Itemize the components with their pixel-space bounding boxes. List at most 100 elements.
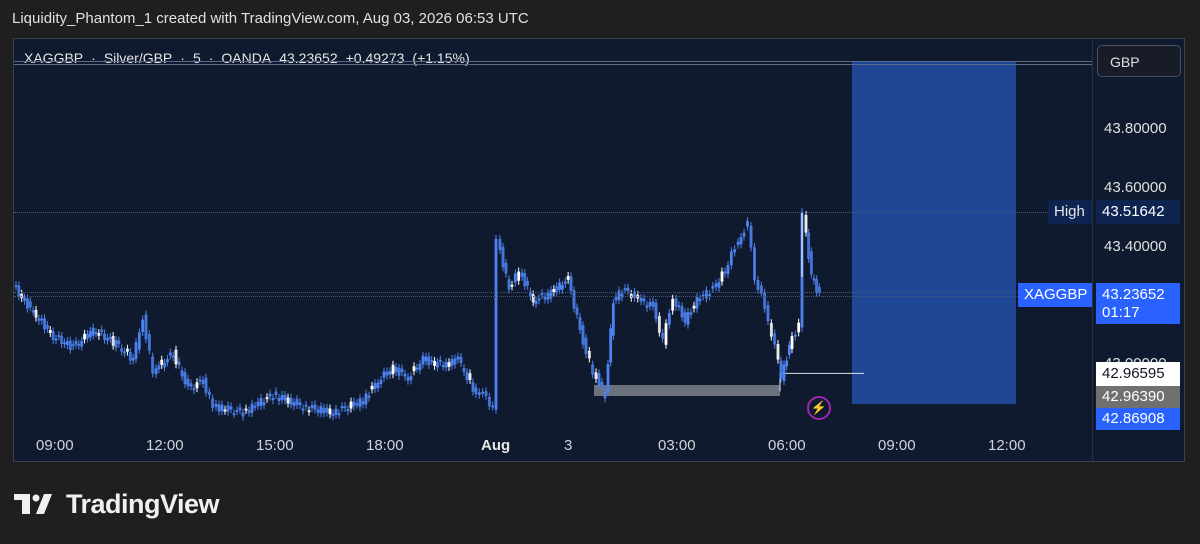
candle-body <box>680 306 684 318</box>
candle-body <box>51 331 55 340</box>
candle-body <box>80 340 84 347</box>
candle-body <box>609 328 613 363</box>
candle-body <box>720 271 724 282</box>
candle-body <box>244 408 248 411</box>
candle-body <box>498 239 502 250</box>
candle-body <box>77 343 81 346</box>
candle-body <box>566 275 570 280</box>
candle-body <box>43 318 46 330</box>
candle-body <box>144 314 148 340</box>
candle-body <box>711 286 715 289</box>
candle-body <box>114 340 118 348</box>
candle-body <box>166 359 169 363</box>
price-chart[interactable] <box>14 39 1185 462</box>
candle-body <box>319 406 323 414</box>
candle-body <box>549 290 553 299</box>
candle-body <box>352 401 356 407</box>
candle-body <box>48 330 52 334</box>
candle-body <box>367 395 371 398</box>
candle-body <box>123 351 126 354</box>
candle-body <box>271 397 275 401</box>
candle-body <box>776 344 780 360</box>
candle-body <box>137 332 141 350</box>
candle-body <box>456 356 460 360</box>
candle-body <box>597 373 601 385</box>
currency-button[interactable]: GBP <box>1097 45 1181 77</box>
candle-body <box>661 332 665 339</box>
symbol-legend[interactable]: XAGGBP · Silver/GBP · 5 · OANDA 43.23652 +0.4927… <box>24 50 478 66</box>
candle-body <box>128 352 132 361</box>
candle-body <box>692 305 696 309</box>
candle-body <box>46 325 49 329</box>
time-tick: 18:00 <box>366 437 404 454</box>
candle-body <box>736 241 740 245</box>
candle-body <box>555 286 559 292</box>
candle-body <box>812 278 816 281</box>
candle-body <box>629 293 633 298</box>
candle-body <box>540 293 544 296</box>
candle-body <box>438 359 442 362</box>
range-box <box>594 385 780 396</box>
symbol-change: +0.49273 <box>345 50 405 66</box>
candle-body <box>277 397 281 402</box>
candle-body <box>117 340 121 344</box>
candle-body <box>183 372 187 385</box>
candle-body <box>531 294 535 303</box>
candle-body <box>563 281 567 284</box>
candle-body <box>510 284 514 287</box>
candle-body <box>648 302 652 307</box>
candle-body <box>298 402 302 405</box>
candle-body <box>192 388 196 390</box>
candle-body <box>292 402 296 406</box>
symbol-exchange: OANDA <box>221 50 272 66</box>
candle-body <box>204 377 208 393</box>
candle-body <box>412 366 416 372</box>
candle-body <box>340 406 344 409</box>
candle-body <box>739 237 743 245</box>
candle-body <box>501 247 505 268</box>
candle-body <box>108 336 112 339</box>
candle-body <box>587 350 591 359</box>
candle-body <box>491 405 495 408</box>
candle-body <box>247 410 251 413</box>
candle-body <box>322 407 326 414</box>
price-tick: 43.80000 <box>1104 120 1167 137</box>
chart-pane[interactable] <box>13 38 1185 462</box>
candle-body <box>274 391 278 395</box>
candle-body <box>403 373 407 377</box>
candle-body <box>14 285 18 288</box>
candle-body <box>400 368 404 373</box>
candle-body <box>572 290 576 309</box>
candle-body <box>217 404 221 412</box>
candle-body <box>421 355 425 365</box>
candle-body <box>289 397 293 405</box>
candle-body <box>763 292 767 309</box>
candle-body <box>71 344 75 347</box>
candle-body <box>468 373 472 380</box>
symbol-price-tag: XAGGBP <box>1018 283 1092 307</box>
current-price-value: 43.23652 <box>1102 286 1165 303</box>
time-tick-date: Aug <box>481 437 511 454</box>
tradingview-logo: TradingView <box>14 488 220 520</box>
candle-body <box>313 404 317 410</box>
candle-body <box>793 334 797 337</box>
candle-body <box>168 352 172 356</box>
candle-body <box>141 319 145 333</box>
candle-body <box>68 340 72 350</box>
time-tick: 03:00 <box>658 437 696 454</box>
lightning-icon[interactable]: ⚡ <box>807 396 831 420</box>
candle-body <box>328 408 332 415</box>
candle-body <box>664 323 668 345</box>
upper-horizontal-line[interactable] <box>14 61 1092 62</box>
candle-body <box>779 360 783 379</box>
candle-body <box>304 404 308 407</box>
candle-body <box>126 348 129 352</box>
candle-body <box>406 377 410 381</box>
candle-body <box>106 338 109 341</box>
candle-body <box>809 251 813 275</box>
candle-body <box>471 382 475 392</box>
candle-body <box>444 361 448 368</box>
candle-body <box>154 368 158 375</box>
upper-horizontal-line-2[interactable] <box>14 64 1092 65</box>
candle-body <box>611 303 615 336</box>
